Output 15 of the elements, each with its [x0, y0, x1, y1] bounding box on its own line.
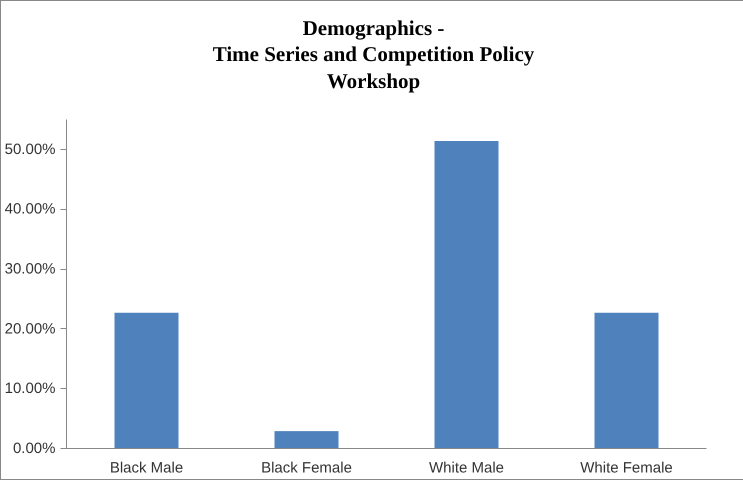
- bar: [274, 430, 338, 448]
- y-tick-label: 20.00%: [4, 320, 56, 338]
- y-tick-label: 10.00%: [4, 380, 56, 397]
- y-tick-label: 50.00%: [4, 140, 56, 158]
- bar: [114, 312, 178, 448]
- x-tick-label: Black Male: [110, 459, 184, 476]
- x-tick-label: White Female: [580, 459, 673, 476]
- chart-title: Demographics - Time Series and Competition Policy Workshop: [212, 15, 534, 94]
- y-tick-label: 0.00%: [12, 440, 56, 457]
- x-tick-label: Black Female: [261, 459, 352, 476]
- bar: [434, 140, 498, 448]
- bar: [594, 312, 658, 448]
- x-tick-label: White Male: [428, 459, 504, 476]
- y-tick-label: 30.00%: [4, 260, 56, 278]
- y-tick-label: 40.00%: [4, 200, 56, 218]
